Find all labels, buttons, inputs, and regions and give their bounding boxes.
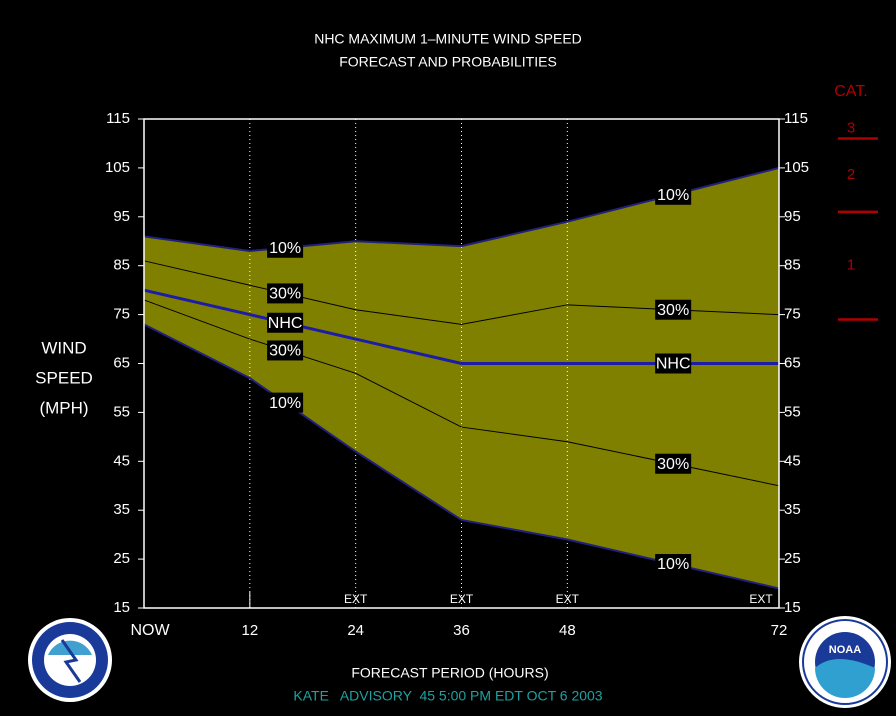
y-tick-label: 35 xyxy=(113,501,130,518)
y-tick-label: 65 xyxy=(113,354,130,371)
ext-label: EXT xyxy=(556,592,580,606)
y-tick-label: 65 xyxy=(784,354,801,371)
y-tick-label: 15 xyxy=(113,599,130,616)
y-tick-label: 75 xyxy=(784,306,801,323)
ext-label: EXT xyxy=(749,592,773,606)
series-line xyxy=(143,166,780,253)
category-label: 3 xyxy=(847,120,855,137)
y-tick-label: 55 xyxy=(113,403,130,420)
y-axis-label: SPEED xyxy=(35,368,93,387)
line-label: 10% xyxy=(269,395,301,412)
line-label: 10% xyxy=(657,556,689,573)
chart-subtitle: FORECAST AND PROBABILITIES xyxy=(339,54,557,70)
category-title: CAT. xyxy=(834,83,867,100)
y-tick-label: 35 xyxy=(784,501,801,518)
series-line xyxy=(143,288,779,365)
line-label: 30% xyxy=(269,286,301,303)
x-tick-label: NOW xyxy=(130,622,170,639)
category-label: 2 xyxy=(847,166,855,183)
y-tick-label: 25 xyxy=(113,550,130,567)
line-label-box xyxy=(267,340,304,361)
y-tick-label: 75 xyxy=(113,306,130,323)
y-tick-label: 85 xyxy=(113,257,130,274)
line-label-box xyxy=(267,312,304,333)
line-label-box xyxy=(267,392,304,413)
nws-logo xyxy=(28,618,112,702)
ext-label: EXT xyxy=(344,592,368,606)
category-label: 1 xyxy=(847,257,855,274)
y-tick-label: 115 xyxy=(784,110,808,127)
y-tick-label: 105 xyxy=(105,159,130,176)
line-label-box xyxy=(655,184,692,205)
series-line xyxy=(143,323,780,590)
line-label-box xyxy=(267,237,304,258)
chart-title: NHC MAXIMUM 1–MINUTE WIND SPEED xyxy=(314,31,582,47)
y-tick-label: 85 xyxy=(784,257,801,274)
ext-label: EXT xyxy=(450,592,474,606)
y-tick-label: 25 xyxy=(784,550,801,567)
y-tick-label: 115 xyxy=(106,110,130,127)
y-axis-label: WIND xyxy=(41,338,86,357)
line-label-box xyxy=(267,283,304,304)
x-tick-label: 72 xyxy=(771,622,788,639)
y-tick-label: 95 xyxy=(113,208,130,225)
line-label: 10% xyxy=(269,240,301,257)
line-label: 30% xyxy=(269,343,301,360)
y-tick-label: 105 xyxy=(784,159,809,176)
y-axis-label: (MPH) xyxy=(39,398,88,417)
line-label-box xyxy=(655,553,692,574)
x-tick-label: 36 xyxy=(453,622,470,639)
line-label-box xyxy=(655,453,692,474)
line-label-box xyxy=(655,353,692,374)
line-label-box xyxy=(655,299,692,320)
y-tick-label: 45 xyxy=(784,452,801,469)
x-axis-label: FORECAST PERIOD (HOURS) xyxy=(351,665,548,681)
x-tick-label: 24 xyxy=(347,622,364,639)
line-label: NHC xyxy=(656,356,691,373)
y-tick-label: 55 xyxy=(784,403,801,420)
x-tick-label: 48 xyxy=(559,622,576,639)
footer: KATE ADVISORY 45 5:00 PM EDT OCT 6 2003 xyxy=(293,688,602,704)
x-tick-label: 12 xyxy=(241,622,258,639)
probability-band xyxy=(144,167,779,589)
line-label: 10% xyxy=(657,187,689,204)
line-label: 30% xyxy=(657,456,689,473)
line-label: NHC xyxy=(268,315,303,332)
y-tick-label: 95 xyxy=(784,208,801,225)
y-tick-label: 45 xyxy=(113,452,130,469)
line-label: 30% xyxy=(657,302,689,319)
series-line xyxy=(143,299,780,487)
noaa-text: NOAA xyxy=(829,644,861,656)
series-line xyxy=(143,260,780,325)
y-tick-label: 15 xyxy=(784,599,801,616)
noaa-logo: NOAA xyxy=(799,616,891,708)
